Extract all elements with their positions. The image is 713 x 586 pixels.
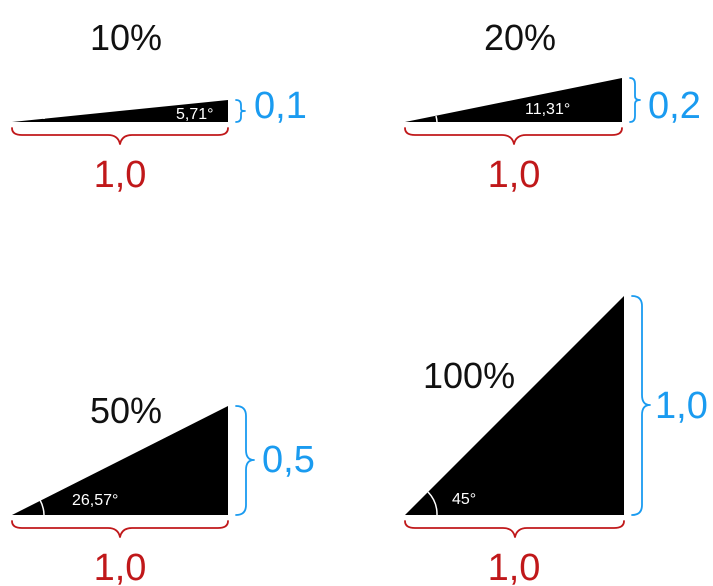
angle-arc <box>427 491 438 516</box>
run-brace <box>11 520 229 538</box>
rise-label: 0,5 <box>262 439 315 481</box>
angle-label: 11,31° <box>525 101 570 118</box>
run-label: 1,0 <box>94 154 147 196</box>
run-brace <box>404 127 623 145</box>
angle-arc <box>39 499 45 516</box>
panel-10-percent: 5,71° 10% 0,1 1,0 <box>11 17 307 196</box>
run-label: 1,0 <box>94 547 147 586</box>
slope-percent-label: 20% <box>484 17 556 58</box>
angle-label: 45° <box>452 491 476 508</box>
run-label: 1,0 <box>488 154 541 196</box>
angle-label: 26,57° <box>72 492 118 509</box>
angle-label: 5,71° <box>176 106 214 123</box>
slope-triangle <box>12 100 228 122</box>
rise-label: 0,2 <box>648 85 701 127</box>
run-label: 1,0 <box>488 547 541 586</box>
slope-triangle <box>12 406 228 515</box>
slope-triangle <box>405 296 624 515</box>
rise-brace <box>629 77 641 123</box>
rise-brace <box>235 99 246 123</box>
panel-50-percent: 26,57° 50% 0,5 1,0 <box>11 390 315 586</box>
panel-100-percent: 45° 100% 1,0 1,0 <box>404 295 708 586</box>
run-brace <box>11 127 229 145</box>
panel-20-percent: 11,31° 20% 0,2 1,0 <box>404 17 701 196</box>
rise-brace <box>631 295 651 516</box>
angle-arc <box>435 115 438 123</box>
slope-percent-label: 50% <box>90 390 162 431</box>
rise-label: 1,0 <box>655 385 708 427</box>
slope-percent-label: 10% <box>90 17 162 58</box>
run-brace <box>404 520 625 538</box>
rise-brace <box>235 405 255 516</box>
rise-label: 0,1 <box>254 85 307 127</box>
slope-triangle <box>405 78 622 122</box>
slope-percent-label: 100% <box>423 355 515 396</box>
